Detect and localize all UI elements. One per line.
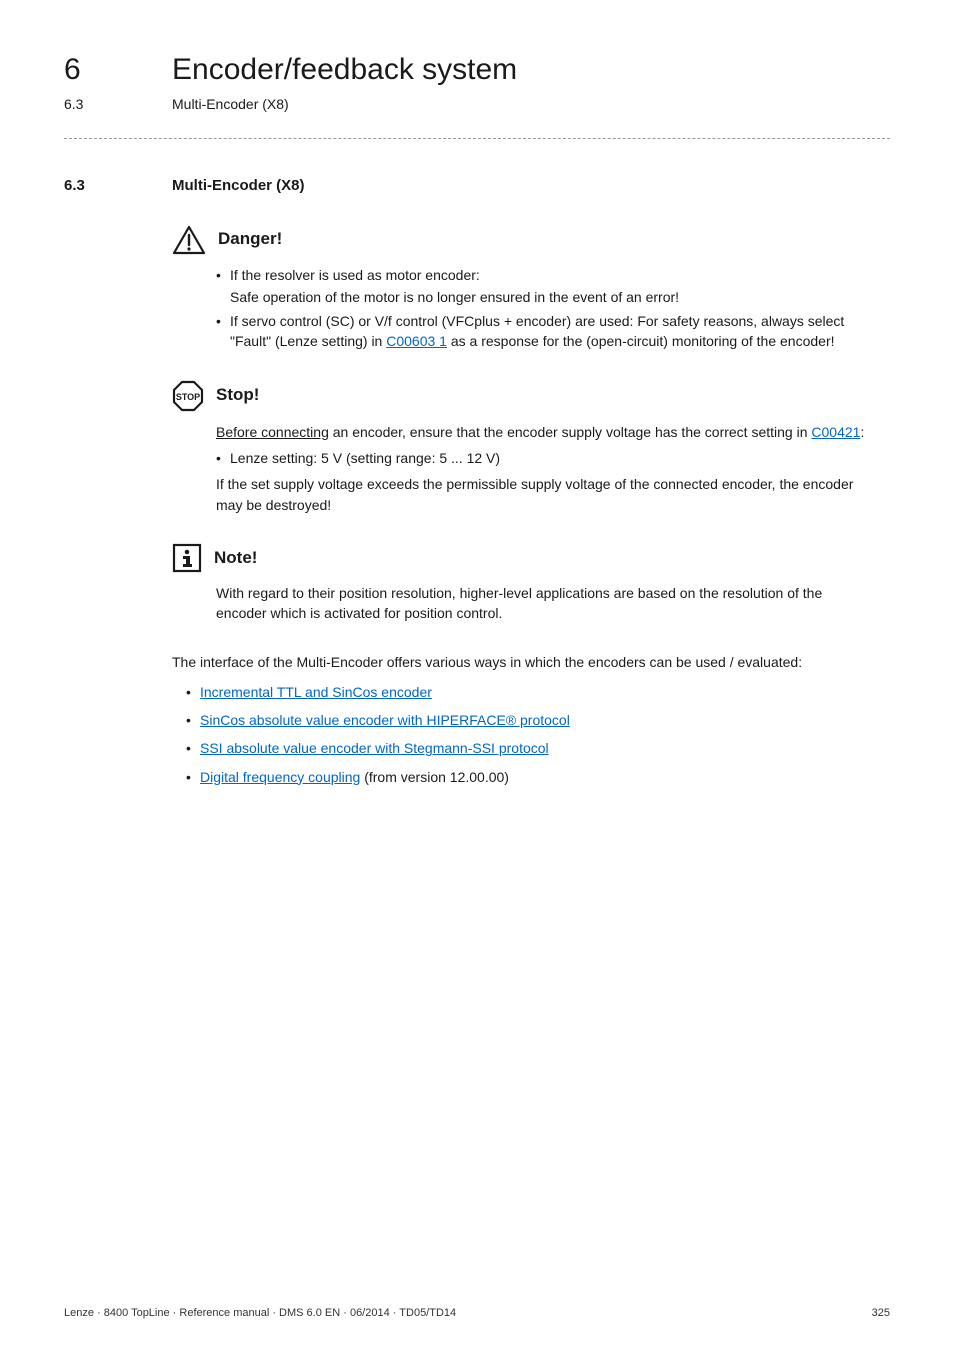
chapter-number: 6 [64, 48, 124, 92]
danger-bullet-1-text: If the resolver is used as motor encoder… [230, 267, 480, 283]
svg-text:STOP: STOP [176, 392, 200, 402]
list-item: Incremental TTL and SinCos encoder [186, 682, 890, 702]
stop-label: Stop! [216, 383, 259, 408]
subchapter-number: 6.3 [64, 94, 124, 114]
danger-bullet-2-post: as a response for the (open-circuit) mon… [447, 333, 835, 349]
chapter-header: 6 Encoder/feedback system [64, 48, 890, 92]
chapter-title: Encoder/feedback system [172, 48, 517, 92]
stop-para-2: If the set supply voltage exceeds the pe… [216, 474, 870, 515]
encoder-link-list: Incremental TTL and SinCos encoder SinCo… [186, 682, 890, 787]
link-digital-frequency-suffix: (from version 12.00.00) [360, 769, 509, 785]
stop-para-1-post: : [860, 424, 864, 440]
stop-para-1: Before connecting an encoder, ensure tha… [216, 422, 870, 442]
danger-head: Danger! [172, 225, 870, 255]
note-icon [172, 543, 202, 573]
danger-link-c00603[interactable]: C00603 1 [386, 333, 447, 349]
link-ssi-stegmann[interactable]: SSI absolute value encoder with Stegmann… [200, 740, 549, 756]
footer-page-number: 325 [872, 1306, 890, 1322]
note-callout: Note! With regard to their position reso… [172, 543, 870, 624]
note-para-1: With regard to their position resolution… [216, 583, 870, 624]
note-head: Note! [172, 543, 870, 573]
subchapter-header: 6.3 Multi-Encoder (X8) [64, 94, 890, 114]
danger-bullet-1-sub: Safe operation of the motor is no longer… [230, 287, 870, 307]
subchapter-title: Multi-Encoder (X8) [172, 94, 289, 114]
list-item: SinCos absolute value encoder with HIPER… [186, 710, 890, 730]
list-item: SSI absolute value encoder with Stegmann… [186, 738, 890, 758]
danger-label: Danger! [218, 227, 282, 252]
stop-callout: STOP Stop! Before connecting an encoder,… [172, 380, 870, 515]
footer-left: Lenze · 8400 TopLine · Reference manual … [64, 1306, 456, 1322]
section-title: Multi-Encoder (X8) [172, 175, 305, 197]
stop-para-1-mid: an encoder, ensure that the encoder supp… [329, 424, 812, 440]
link-incremental-ttl[interactable]: Incremental TTL and SinCos encoder [200, 684, 432, 700]
list-item: Digital frequency coupling (from version… [186, 767, 890, 787]
link-sincos-hiperface[interactable]: SinCos absolute value encoder with HIPER… [200, 712, 570, 728]
section-number: 6.3 [64, 175, 124, 197]
danger-body: If the resolver is used as motor encoder… [216, 265, 870, 352]
danger-bullet-1: If the resolver is used as motor encoder… [216, 265, 870, 308]
divider-dashed [64, 138, 890, 139]
danger-bullet-2: If servo control (SC) or V/f control (VF… [216, 311, 870, 352]
stop-para-1-underline: Before connecting [216, 424, 329, 440]
page-footer: Lenze · 8400 TopLine · Reference manual … [64, 1306, 890, 1322]
note-label: Note! [214, 546, 257, 571]
link-digital-frequency[interactable]: Digital frequency coupling [200, 769, 360, 785]
stop-head: STOP Stop! [172, 380, 870, 412]
section-heading: 6.3 Multi-Encoder (X8) [64, 175, 890, 197]
stop-bullet-1: Lenze setting: 5 V (setting range: 5 ...… [216, 448, 870, 468]
note-body: With regard to their position resolution… [216, 583, 870, 624]
stop-link-c00421[interactable]: C00421 [811, 424, 860, 440]
stop-body: Before connecting an encoder, ensure tha… [216, 422, 870, 515]
danger-callout: Danger! If the resolver is used as motor… [172, 225, 870, 352]
stop-icon: STOP [172, 380, 204, 412]
intro-paragraph: The interface of the Multi-Encoder offer… [172, 652, 870, 672]
danger-icon [172, 225, 206, 255]
